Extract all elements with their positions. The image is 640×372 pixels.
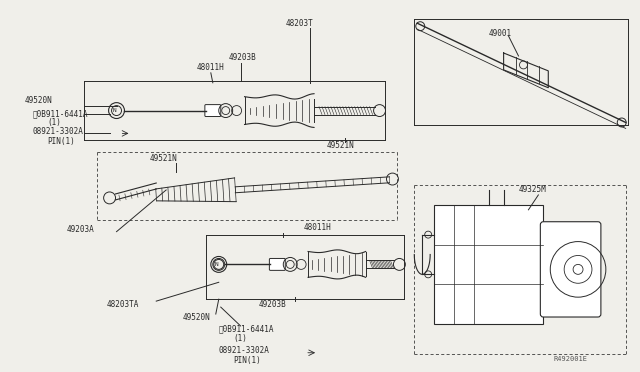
Text: N: N [215,262,219,267]
Text: 49520N: 49520N [24,96,52,105]
Circle shape [573,264,583,274]
FancyBboxPatch shape [205,105,221,116]
Text: 48011H: 48011H [303,223,331,232]
Text: 48203T: 48203T [285,19,313,28]
FancyBboxPatch shape [434,205,543,324]
Text: 49203B: 49203B [259,299,286,309]
Text: 48203TA: 48203TA [107,299,139,309]
Text: 49521N: 49521N [149,154,177,163]
Text: PIN(1): PIN(1) [234,356,261,365]
FancyBboxPatch shape [540,222,601,317]
Text: ⓝ0B911-6441A: ⓝ0B911-6441A [219,324,275,333]
Text: 49203A: 49203A [67,225,95,234]
Text: N: N [113,108,116,113]
Text: 48011H: 48011H [197,63,225,73]
Text: PIN(1): PIN(1) [47,137,75,146]
Text: 49001: 49001 [489,29,512,38]
Text: 49203B: 49203B [228,54,257,62]
Text: R492001E: R492001E [553,356,588,362]
Text: ⓝ0B911-6441A: ⓝ0B911-6441A [32,109,88,118]
Text: 49520N: 49520N [183,312,211,321]
Text: 49325M: 49325M [518,186,547,195]
Text: 08921-3302A: 08921-3302A [219,346,269,355]
Text: (1): (1) [47,118,61,127]
FancyBboxPatch shape [269,259,285,270]
Text: 49521N: 49521N [327,141,355,150]
Text: 08921-3302A: 08921-3302A [32,127,83,136]
Text: (1): (1) [234,334,248,343]
